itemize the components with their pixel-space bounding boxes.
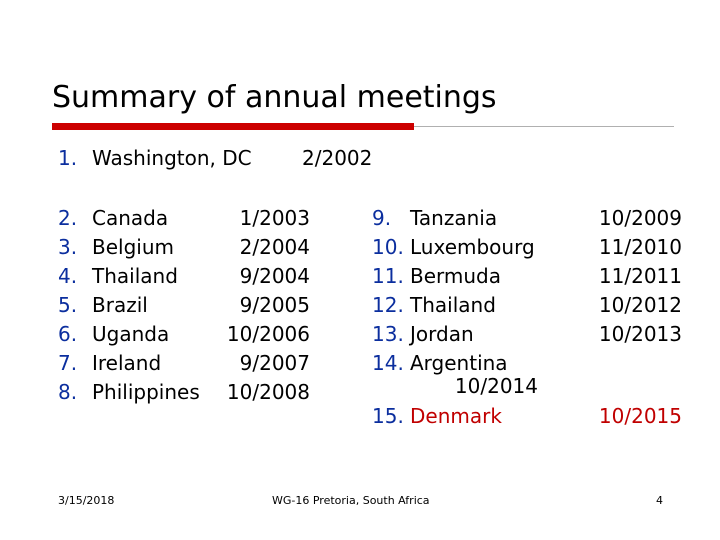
item-location: Ireland bbox=[92, 351, 162, 375]
item-location: Philippines bbox=[92, 380, 200, 404]
item-location: Washington, DC bbox=[92, 146, 252, 170]
item-number: 13. bbox=[372, 322, 404, 346]
item-date: 9/2005 bbox=[239, 293, 310, 317]
item-location: Thailand bbox=[92, 264, 178, 288]
item-number: 15. bbox=[372, 404, 404, 428]
slide-title: Summary of annual meetings bbox=[52, 80, 497, 115]
item-location: Uganda bbox=[92, 322, 170, 346]
item-number: 12. bbox=[372, 293, 404, 317]
item-date: 2/2004 bbox=[239, 235, 310, 259]
item-number: 9. bbox=[372, 206, 392, 230]
item-date: 11/2010 bbox=[598, 235, 682, 259]
item-number: 8. bbox=[58, 380, 78, 404]
item-location: Bermuda bbox=[410, 264, 502, 288]
item-number: 10. bbox=[372, 235, 404, 259]
page-number: 4 bbox=[656, 494, 663, 507]
item-date: 10/2014 bbox=[454, 374, 538, 398]
item-date: 2/2002 bbox=[302, 146, 373, 170]
item-date: 10/2012 bbox=[598, 293, 682, 317]
item-location: Thailand bbox=[410, 293, 496, 317]
item-date: 10/2006 bbox=[226, 322, 310, 346]
item-date: 10/2015 bbox=[598, 404, 682, 428]
item-number: 6. bbox=[58, 322, 78, 346]
item-date: 10/2009 bbox=[598, 206, 682, 230]
item-number: 7. bbox=[58, 351, 78, 375]
item-date: 10/2013 bbox=[598, 322, 682, 346]
item-location: Argentina bbox=[410, 351, 508, 375]
item-number: 2. bbox=[58, 206, 78, 230]
item-location: Luxembourg bbox=[410, 235, 535, 259]
item-date: 9/2004 bbox=[239, 264, 310, 288]
footer-date: 3/15/2018 bbox=[58, 494, 115, 507]
item-number: 4. bbox=[58, 264, 78, 288]
item-location: Tanzania bbox=[410, 206, 498, 230]
item-date: 1/2003 bbox=[239, 206, 310, 230]
footer-title: WG-16 Pretoria, South Africa bbox=[272, 494, 430, 507]
item-date: 11/2011 bbox=[598, 264, 682, 288]
item-number: 1. bbox=[58, 146, 78, 170]
item-number: 11. bbox=[372, 264, 404, 288]
item-number: 14. bbox=[372, 351, 404, 375]
title-underline-rule bbox=[414, 126, 674, 127]
item-date: 10/2008 bbox=[226, 380, 310, 404]
item-number: 3. bbox=[58, 235, 78, 259]
title-underline-accent bbox=[52, 123, 414, 130]
item-location: Canada bbox=[92, 206, 169, 230]
item-location: Brazil bbox=[92, 293, 148, 317]
item-location: Denmark bbox=[410, 404, 502, 428]
item-location: Belgium bbox=[92, 235, 174, 259]
item-date: 9/2007 bbox=[239, 351, 310, 375]
item-number: 5. bbox=[58, 293, 78, 317]
item-location: Jordan bbox=[410, 322, 474, 346]
